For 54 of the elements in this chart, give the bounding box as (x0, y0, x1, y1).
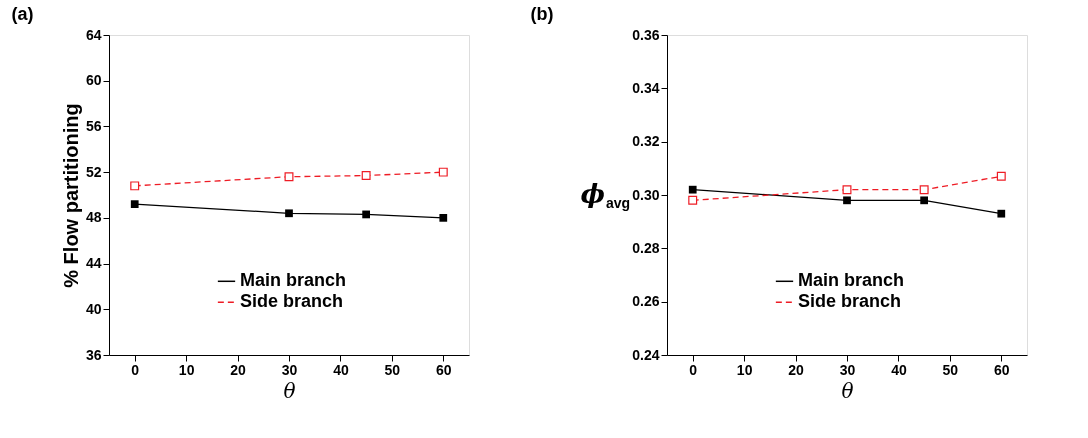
x-tick-label: 0 (689, 361, 698, 378)
y-tick-label: 60 (85, 72, 102, 89)
x-tick-label: 40 (333, 361, 349, 378)
point (285, 209, 293, 218)
x-tick-label: 50 (942, 361, 959, 378)
point (361, 171, 371, 181)
x-tick-label: 30 (839, 361, 856, 378)
y-tick-label: 0.36 (632, 26, 660, 43)
legend-label: Main branch (798, 270, 905, 291)
y-axis-title: % Flow partitioning (59, 103, 82, 288)
y-tick-label: 0.34 (632, 79, 660, 96)
y-tick-label: 56 (85, 117, 102, 134)
x-tick-label: 20 (230, 361, 247, 378)
x-tick-label: 10 (736, 361, 753, 378)
y-tick-label: 0.26 (632, 293, 660, 310)
y-tick-label: 0.32 (632, 133, 660, 150)
point (997, 209, 1006, 218)
point (130, 181, 140, 191)
point (843, 196, 851, 205)
point (842, 185, 852, 195)
x-tick-label: 50 (384, 361, 401, 378)
y-tick-label: 36 (85, 346, 102, 363)
x-axis-title: θ (283, 378, 296, 403)
y-tick-label: 0.28 (632, 239, 660, 256)
chart-title: (a) (11, 4, 34, 24)
y-tick-label: 52 (85, 163, 102, 180)
x-tick-label: 40 (891, 361, 907, 378)
point (920, 196, 929, 205)
y-tick-label: 0.30 (632, 186, 660, 203)
y-tick-label: 0.24 (632, 346, 660, 363)
y-tick-label: 44 (85, 255, 102, 272)
chart-title: (b) (530, 4, 554, 24)
x-tick-label: 10 (178, 361, 195, 378)
x-tick-label: 30 (281, 361, 298, 378)
point (919, 185, 929, 195)
y-tick-label: 48 (85, 209, 102, 226)
y-tick-label: 40 (85, 300, 102, 317)
legend-label: Side branch (240, 291, 344, 312)
legend-label: Main branch (240, 270, 347, 291)
legend-label: Side branch (798, 291, 902, 312)
point (362, 210, 371, 219)
point (688, 195, 698, 205)
point (439, 213, 448, 222)
point (688, 185, 697, 194)
y-tick-label: 64 (85, 26, 102, 43)
x-tick-label: 60 (994, 361, 1010, 378)
x-tick-label: 60 (436, 361, 452, 378)
point (284, 172, 294, 182)
x-axis-title: θ (841, 378, 854, 403)
x-tick-label: 20 (788, 361, 805, 378)
x-tick-label: 0 (131, 361, 140, 378)
point (438, 167, 448, 177)
point (996, 171, 1006, 181)
point (130, 200, 139, 209)
